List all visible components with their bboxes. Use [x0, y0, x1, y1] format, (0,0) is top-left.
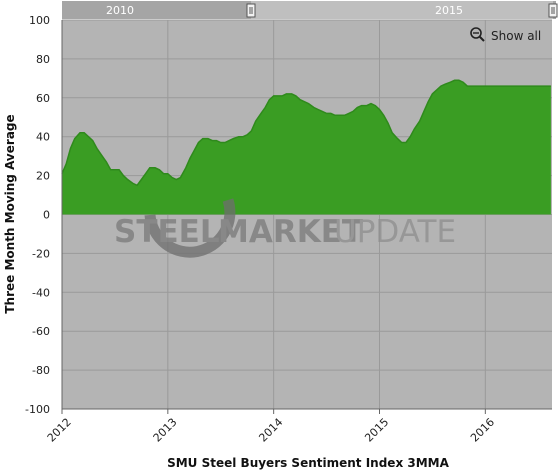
x-axis: 2012 2013 2014 2015 2016 [45, 409, 497, 445]
y-axis: 100 80 60 40 20 0 -20 -40 -60 -80 -100 [25, 14, 50, 416]
x-tick-label: 2015 [362, 416, 391, 445]
y-tick-label: 40 [36, 131, 50, 144]
zoom-out-icon [470, 27, 485, 42]
series-area-fill [62, 80, 551, 215]
navigator-label-2015: 2015 [435, 4, 463, 17]
y-axis-title: Three Month Moving Average [3, 114, 17, 313]
y-tick-label: -100 [25, 403, 50, 416]
watermark-swoosh-icon [144, 198, 236, 258]
navigator-label-2010: 2010 [106, 4, 134, 17]
x-tick-label: 2016 [468, 416, 497, 445]
y-tick-label: 60 [36, 92, 50, 105]
x-axis-title: SMU Steel Buyers Sentiment Index 3MMA [167, 456, 450, 470]
series-area [61, 79, 551, 215]
y-tick-label: -20 [32, 247, 50, 260]
y-tick-label: -60 [32, 325, 50, 338]
navigator-handle-left[interactable] [246, 3, 256, 18]
navigator[interactable]: 2010 2015 [62, 1, 558, 19]
y-tick-label: -80 [32, 364, 50, 377]
watermark-steel: STEEL [114, 214, 220, 250]
y-tick-label: 80 [36, 53, 50, 66]
navigator-mask-left [62, 1, 251, 19]
series-line [61, 79, 551, 187]
show-all-button[interactable]: Show all [470, 27, 541, 43]
watermark-logo: STEEL MARKET UPDATE [114, 198, 456, 258]
x-tick-label: 2012 [45, 416, 74, 445]
navigator-handle-right[interactable] [548, 3, 558, 18]
watermark-market: MARKET [218, 214, 363, 250]
y-tick-label: 20 [36, 170, 50, 183]
y-tick-label: 100 [29, 14, 50, 27]
y-tick-label: -40 [32, 286, 50, 299]
show-all-label: Show all [491, 29, 541, 43]
y-tick-label: 0 [43, 209, 50, 222]
x-tick-label: 2013 [151, 416, 180, 445]
x-tick-label: 2014 [256, 416, 285, 445]
watermark-update: UPDATE [334, 214, 456, 250]
